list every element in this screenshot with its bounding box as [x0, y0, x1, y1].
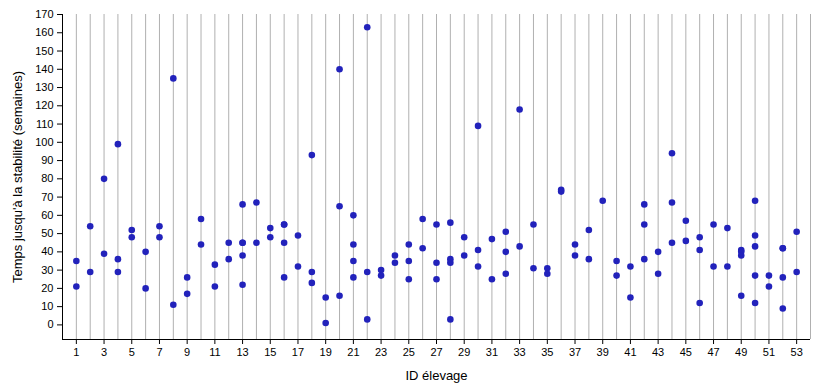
svg-text:23: 23	[375, 346, 387, 358]
svg-text:10: 10	[41, 300, 53, 312]
svg-text:150: 150	[35, 45, 53, 57]
svg-text:31: 31	[486, 346, 498, 358]
svg-text:70: 70	[41, 191, 53, 203]
svg-text:90: 90	[41, 154, 53, 166]
svg-text:1: 1	[73, 346, 79, 358]
svg-text:120: 120	[35, 99, 53, 111]
svg-text:110: 110	[36, 118, 54, 130]
svg-text:100: 100	[35, 136, 53, 148]
svg-text:43: 43	[652, 346, 664, 358]
svg-text:21: 21	[347, 346, 359, 358]
svg-text:29: 29	[458, 346, 470, 358]
svg-text:80: 80	[41, 172, 53, 184]
svg-text:53: 53	[791, 346, 803, 358]
svg-text:3: 3	[101, 346, 107, 358]
svg-text:45: 45	[680, 346, 692, 358]
svg-text:37: 37	[569, 346, 581, 358]
svg-text:50: 50	[41, 227, 53, 239]
svg-text:13: 13	[236, 346, 248, 358]
svg-text:39: 39	[597, 346, 609, 358]
svg-text:7: 7	[156, 346, 162, 358]
svg-text:5: 5	[129, 346, 135, 358]
svg-text:49: 49	[735, 346, 747, 358]
svg-text:170: 170	[35, 8, 53, 20]
svg-text:19: 19	[320, 346, 332, 358]
svg-text:35: 35	[541, 346, 553, 358]
svg-text:160: 160	[35, 26, 53, 38]
svg-text:0: 0	[47, 318, 53, 330]
svg-text:30: 30	[41, 264, 53, 276]
svg-text:Temps jusqu'à la stabilité (se: Temps jusqu'à la stabilité (semaines)	[10, 71, 25, 283]
svg-text:9: 9	[184, 346, 190, 358]
svg-text:17: 17	[292, 346, 304, 358]
svg-text:25: 25	[403, 346, 415, 358]
svg-text:60: 60	[41, 209, 53, 221]
svg-text:47: 47	[707, 346, 719, 358]
svg-text:20: 20	[41, 282, 53, 294]
svg-text:41: 41	[624, 346, 636, 358]
svg-text:27: 27	[430, 346, 442, 358]
svg-text:40: 40	[41, 245, 53, 257]
svg-text:140: 140	[35, 63, 53, 75]
svg-text:ID élevage: ID élevage	[405, 368, 467, 383]
svg-text:11: 11	[209, 346, 220, 358]
svg-text:33: 33	[513, 346, 525, 358]
svg-text:51: 51	[763, 346, 775, 358]
svg-text:15: 15	[264, 346, 276, 358]
svg-text:130: 130	[35, 81, 53, 93]
